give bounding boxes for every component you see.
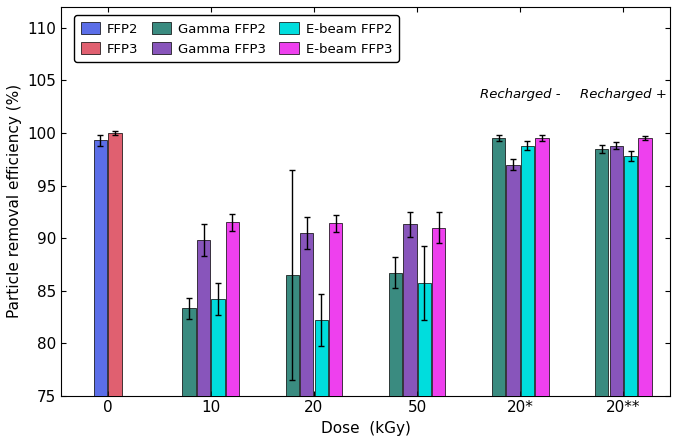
Bar xyxy=(286,275,299,396)
Bar xyxy=(432,228,445,396)
Bar xyxy=(108,133,122,396)
Bar xyxy=(507,164,520,396)
Y-axis label: Particle removal efficiency (%): Particle removal efficiency (%) xyxy=(7,84,22,319)
Bar xyxy=(492,138,505,396)
Bar xyxy=(595,149,609,396)
Bar xyxy=(300,233,313,396)
Text: Recharged +: Recharged + xyxy=(580,89,667,101)
Bar xyxy=(315,320,328,396)
Text: Recharged -: Recharged - xyxy=(480,89,560,101)
Bar xyxy=(535,138,549,396)
Bar xyxy=(609,146,623,396)
Bar xyxy=(94,140,107,396)
X-axis label: Dose  (kGy): Dose (kGy) xyxy=(320,421,411,436)
Legend: FFP2, FFP3, Gamma FFP2, Gamma FFP3, E-beam FFP2, E-beam FFP3: FFP2, FFP3, Gamma FFP2, Gamma FFP3, E-be… xyxy=(74,16,398,62)
Bar xyxy=(182,308,196,396)
Bar xyxy=(418,283,431,396)
Bar xyxy=(521,146,534,396)
Bar xyxy=(197,240,210,396)
Bar xyxy=(403,225,417,396)
Bar xyxy=(389,273,402,396)
Bar xyxy=(624,156,637,396)
Bar xyxy=(211,299,224,396)
Bar xyxy=(226,222,239,396)
Bar xyxy=(329,223,342,396)
Bar xyxy=(639,138,651,396)
